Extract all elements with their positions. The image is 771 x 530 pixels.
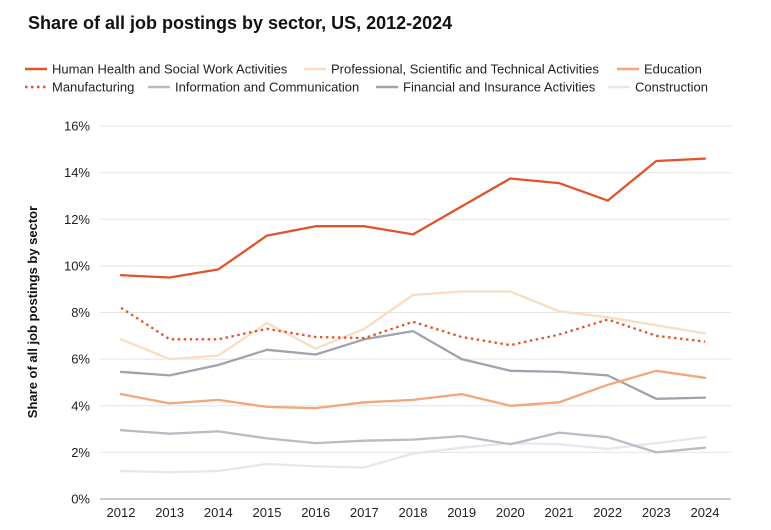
x-tick-label: 2021 bbox=[545, 505, 574, 520]
x-tick-label: 2023 bbox=[642, 505, 671, 520]
legend-item: Financial and Insurance Activities bbox=[376, 80, 596, 95]
legend-label: Construction bbox=[635, 80, 708, 95]
x-tick-labels: 2012 2013 2014 2015 2016 2017 2018 2019 2020 2021… bbox=[107, 505, 720, 520]
legend-label: Manufacturing bbox=[52, 80, 134, 95]
x-tick-label: 2014 bbox=[204, 505, 233, 520]
series-line bbox=[119, 329, 707, 400]
gridlines bbox=[100, 125, 731, 500]
y-tick-label: 8% bbox=[71, 305, 90, 320]
series-line bbox=[119, 429, 707, 454]
y-tick-label: 14% bbox=[64, 165, 90, 180]
y-tick-label: 4% bbox=[71, 398, 90, 413]
series-line bbox=[119, 157, 707, 279]
x-tick-label: 2022 bbox=[593, 505, 622, 520]
x-tick-label: 2019 bbox=[447, 505, 476, 520]
x-tick-label: 2017 bbox=[350, 505, 379, 520]
chart-title: Share of all job postings by sector, US,… bbox=[28, 13, 452, 33]
x-tick-label: 2013 bbox=[155, 505, 184, 520]
legend-label: Financial and Insurance Activities bbox=[403, 80, 596, 95]
y-tick-label: 2% bbox=[71, 445, 90, 460]
y-tick-labels: 0% 2% 4% 6% 8% 10% 12% 14% 16% bbox=[64, 119, 90, 507]
legend-item: Manufacturing bbox=[25, 80, 134, 95]
legend-label: Information and Communication bbox=[175, 80, 359, 95]
legend-item: Construction bbox=[608, 80, 708, 95]
series-line bbox=[119, 290, 707, 361]
series-lines bbox=[119, 157, 707, 474]
y-tick-label: 16% bbox=[64, 119, 90, 134]
y-tick-label: 10% bbox=[64, 258, 90, 273]
y-tick-label: 6% bbox=[71, 352, 90, 367]
legend-label: Education bbox=[644, 62, 702, 77]
x-tick-label: 2015 bbox=[253, 505, 282, 520]
y-tick-label: 12% bbox=[64, 212, 90, 227]
legend-item: Professional, Scientific and Technical A… bbox=[304, 62, 599, 77]
x-tick-label: 2020 bbox=[496, 505, 525, 520]
x-tick-label: 2016 bbox=[301, 505, 330, 520]
legend-label: Professional, Scientific and Technical A… bbox=[331, 62, 599, 77]
y-axis-label: Share of all job postings by sector bbox=[25, 206, 40, 418]
legend-label: Human Health and Social Work Activities bbox=[52, 62, 288, 77]
legend-item: Education bbox=[617, 62, 702, 77]
x-tick-label: 2024 bbox=[691, 505, 720, 520]
y-tick-label: 0% bbox=[71, 492, 90, 507]
legend-item: Human Health and Social Work Activities bbox=[25, 62, 288, 77]
x-tick-label: 2018 bbox=[399, 505, 428, 520]
series-line bbox=[120, 306, 706, 347]
series-line bbox=[119, 436, 707, 474]
series-line bbox=[119, 369, 707, 410]
x-tick-label: 2012 bbox=[107, 505, 136, 520]
legend: Human Health and Social Work Activities P… bbox=[25, 62, 708, 95]
legend-item: Information and Communication bbox=[148, 80, 359, 95]
